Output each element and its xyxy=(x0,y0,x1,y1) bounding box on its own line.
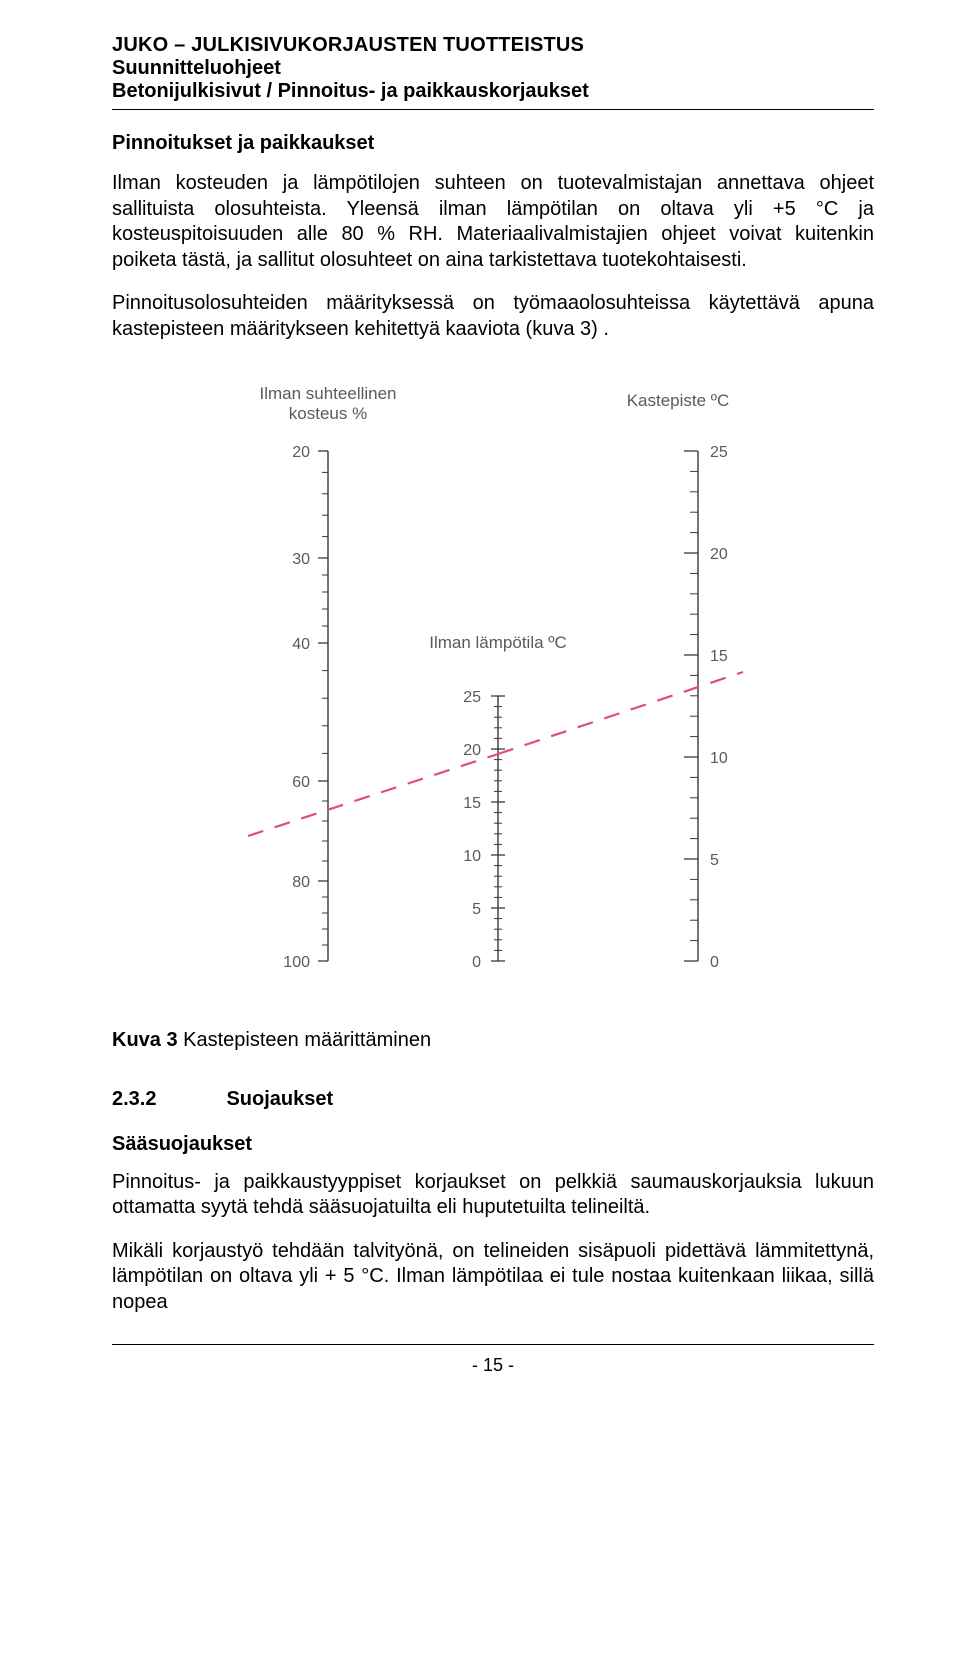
svg-text:20: 20 xyxy=(463,742,481,759)
svg-text:15: 15 xyxy=(463,795,481,812)
svg-text:60: 60 xyxy=(292,774,310,791)
paragraph-3: Pinnoitus- ja paikkaustyyppiset korjauks… xyxy=(112,1170,874,1221)
section-title: Pinnoitukset ja paikkaukset xyxy=(112,132,874,155)
svg-text:20: 20 xyxy=(710,546,728,563)
figure-kuva-3: Ilman suhteellinenkosteus %2030406080100… xyxy=(112,361,874,1001)
svg-text:Ilman lämpötila ºC: Ilman lämpötila ºC xyxy=(429,633,567,652)
svg-text:10: 10 xyxy=(463,848,481,865)
svg-text:80: 80 xyxy=(292,874,310,891)
svg-text:25: 25 xyxy=(710,444,728,461)
svg-text:5: 5 xyxy=(472,901,481,918)
header-line-2: Suunnitteluohjeet xyxy=(112,57,874,80)
paragraph-4: Mikäli korjaustyö tehdään talvityönä, on… xyxy=(112,1239,874,1316)
heading-text: Suojaukset xyxy=(226,1088,333,1110)
nomogram-chart: Ilman suhteellinenkosteus %2030406080100… xyxy=(188,361,798,1001)
subheading-saasuojaukset: Sääsuojaukset xyxy=(112,1133,874,1156)
svg-text:5: 5 xyxy=(710,852,719,869)
header-line-3: Betonijulkisivut / Pinnoitus- ja paikkau… xyxy=(112,80,874,103)
heading-2-3-2: 2.3.2 Suojaukset xyxy=(112,1088,874,1111)
svg-text:0: 0 xyxy=(472,954,481,971)
svg-text:Ilman suhteellinen: Ilman suhteellinen xyxy=(259,384,396,403)
heading-number: 2.3.2 xyxy=(112,1088,222,1111)
paragraph-2: Pinnoitusolosuhteiden määrityksessä on t… xyxy=(112,291,874,342)
svg-text:25: 25 xyxy=(463,689,481,706)
svg-text:kosteus %: kosteus % xyxy=(289,404,367,423)
svg-text:30: 30 xyxy=(292,551,310,568)
caption-bold: Kuva 3 xyxy=(112,1029,178,1051)
page-header: JUKO – JULKISIVUKORJAUSTEN TUOTTEISTUS S… xyxy=(112,34,874,110)
paragraph-1: Ilman kosteuden ja lämpötilojen suhteen … xyxy=(112,171,874,273)
svg-text:10: 10 xyxy=(710,750,728,767)
svg-text:Kastepiste ºC: Kastepiste ºC xyxy=(627,391,730,410)
page-footer: - 15 - xyxy=(112,1344,874,1376)
svg-text:100: 100 xyxy=(283,954,310,971)
figure-caption: Kuva 3 Kastepisteen määrittäminen xyxy=(112,1029,874,1052)
svg-text:0: 0 xyxy=(710,954,719,971)
caption-text: Kastepisteen määrittäminen xyxy=(178,1029,431,1051)
header-line-1: JUKO – JULKISIVUKORJAUSTEN TUOTTEISTUS xyxy=(112,34,874,57)
svg-text:40: 40 xyxy=(292,636,310,653)
svg-text:20: 20 xyxy=(292,444,310,461)
svg-text:15: 15 xyxy=(710,648,728,665)
